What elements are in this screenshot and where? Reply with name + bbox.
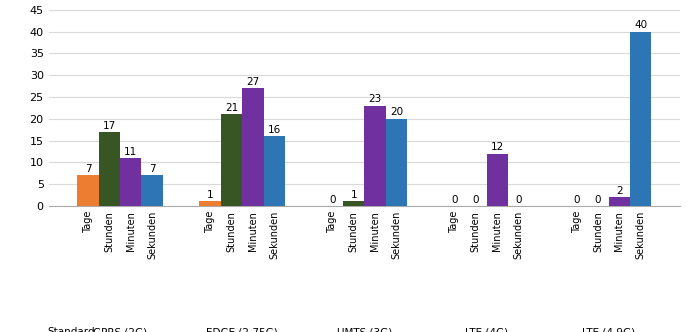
Text: 7: 7 — [85, 164, 92, 174]
Text: 0: 0 — [573, 195, 580, 205]
Text: 0: 0 — [595, 195, 601, 205]
Text: 0: 0 — [451, 195, 457, 205]
Text: 11: 11 — [124, 147, 137, 157]
Text: 23: 23 — [369, 94, 382, 105]
Text: 40: 40 — [634, 21, 648, 31]
Text: LTE (4,9G): LTE (4,9G) — [582, 327, 635, 332]
Bar — [486, 154, 508, 206]
Text: 0: 0 — [516, 195, 522, 205]
Bar — [99, 132, 120, 206]
Text: 0: 0 — [329, 195, 335, 205]
Text: 12: 12 — [491, 142, 504, 152]
Bar — [386, 119, 407, 206]
Text: 17: 17 — [103, 121, 116, 130]
Bar — [77, 175, 99, 206]
Text: 20: 20 — [390, 108, 403, 118]
Text: 16: 16 — [268, 125, 281, 135]
Bar — [142, 175, 163, 206]
Text: 1: 1 — [207, 190, 214, 200]
Text: LTE (4G): LTE (4G) — [465, 327, 508, 332]
Bar — [221, 115, 242, 206]
Bar — [609, 197, 630, 206]
Text: GPRS (2G): GPRS (2G) — [93, 327, 147, 332]
Bar — [630, 32, 652, 206]
Text: 21: 21 — [225, 103, 238, 113]
Text: UMTS (3G): UMTS (3G) — [337, 327, 392, 332]
Text: 7: 7 — [149, 164, 155, 174]
Text: 1: 1 — [350, 190, 357, 200]
Text: EDGE (2,75G): EDGE (2,75G) — [206, 327, 278, 332]
Text: 0: 0 — [473, 195, 479, 205]
Bar — [199, 202, 221, 206]
Bar — [120, 158, 142, 206]
Text: 2: 2 — [616, 186, 623, 196]
Bar — [242, 88, 264, 206]
Bar — [343, 202, 364, 206]
Text: Standard: Standard — [47, 327, 94, 332]
Bar — [264, 136, 285, 206]
Text: 27: 27 — [246, 77, 260, 87]
Bar — [364, 106, 386, 206]
